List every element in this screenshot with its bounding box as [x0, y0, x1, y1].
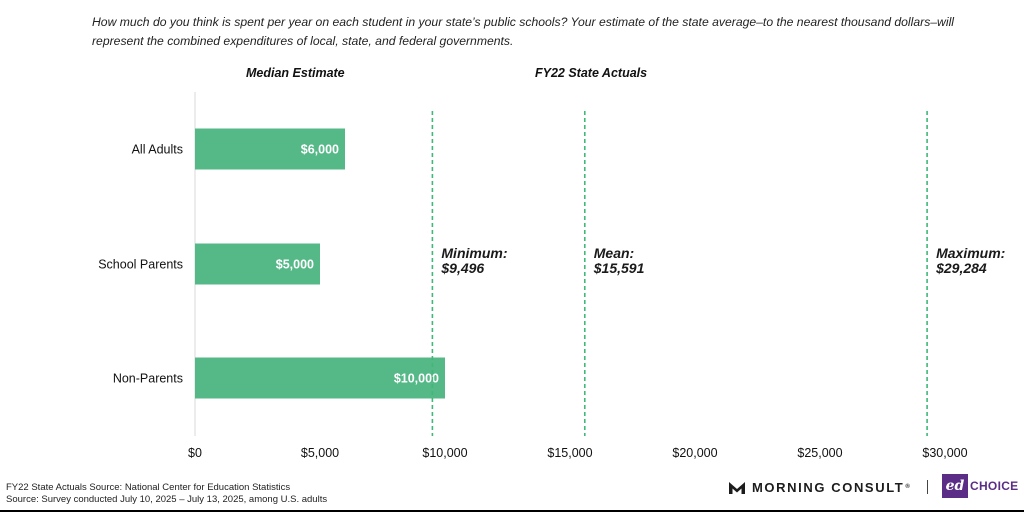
median-estimate-header: Median Estimate — [246, 66, 345, 80]
x-tick-label: $0 — [188, 446, 202, 460]
edchoice-logo: ed CHOICE — [942, 474, 1018, 498]
bar — [195, 243, 320, 285]
x-tick-label: $25,000 — [797, 446, 842, 460]
morning-consult-wordmark: MORNING CONSULT — [752, 479, 905, 495]
reference-line-name: Minimum: — [441, 245, 507, 261]
state-actuals-header: FY22 State Actuals — [535, 66, 648, 80]
edchoice-badge: ed — [942, 474, 968, 498]
survey-question: How much do you think is spent per year … — [92, 15, 954, 48]
bar — [195, 128, 345, 170]
bar-value-label: $5,000 — [276, 258, 314, 272]
footnote-actuals-source: FY22 State Actuals Source: National Cent… — [6, 482, 291, 493]
bar-value-label: $6,000 — [301, 143, 339, 157]
x-tick-label: $10,000 — [422, 446, 467, 460]
bar-value-label: $10,000 — [394, 372, 439, 386]
footnote-survey-source: Source: Survey conducted July 10, 2025 –… — [6, 494, 328, 505]
logo-divider — [927, 480, 928, 494]
x-tick-label: $5,000 — [301, 446, 339, 460]
reference-line-value: $15,591 — [593, 260, 645, 276]
reference-line-name: Mean: — [594, 245, 634, 261]
morning-consult-logo: MORNING CONSULT ® — [728, 478, 910, 496]
morning-consult-mark-icon — [729, 482, 745, 494]
bottom-rule — [0, 510, 1024, 512]
x-tick-label: $30,000 — [922, 446, 967, 460]
reference-line-name: Maximum: — [936, 245, 1005, 261]
reference-line-value: $9,496 — [440, 260, 484, 276]
x-tick-label: $20,000 — [672, 446, 717, 460]
category-label: School Parents — [98, 258, 183, 272]
bar — [195, 357, 445, 399]
category-label: Non-Parents — [113, 372, 183, 386]
category-label: All Adults — [132, 143, 183, 157]
edchoice-wordmark: CHOICE — [970, 479, 1019, 493]
reference-line-value: $29,284 — [935, 260, 987, 276]
x-tick-label: $15,000 — [547, 446, 592, 460]
